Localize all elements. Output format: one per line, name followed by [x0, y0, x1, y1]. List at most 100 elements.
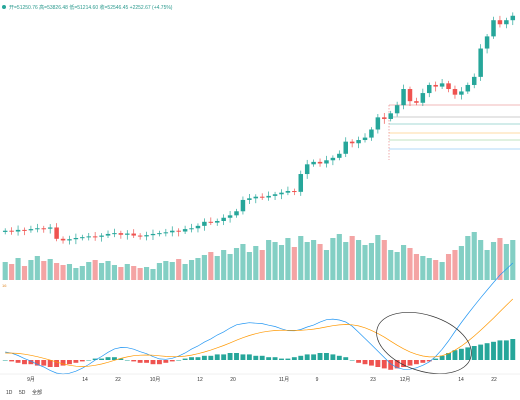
fibonacci-retracement[interactable]	[388, 104, 520, 160]
macd-histogram-bar	[163, 360, 169, 363]
volume-bar	[253, 246, 259, 280]
macd-histogram-bar	[394, 360, 400, 369]
price-candles	[2, 12, 516, 245]
candle-body	[427, 84, 432, 94]
candle-body	[60, 238, 66, 241]
macd-histogram-bar	[156, 360, 162, 365]
macd-histogram-bar	[22, 360, 27, 365]
macd-histogram-bar	[420, 360, 426, 363]
x-tick-label: 20	[230, 377, 236, 383]
macd-histogram-bar	[510, 339, 516, 360]
candle-body	[131, 233, 136, 236]
candle-body	[401, 89, 406, 106]
macd-histogram-bar	[176, 360, 182, 361]
x-tick-label: 12月	[400, 377, 411, 383]
candle-body	[125, 233, 130, 235]
candle-body	[86, 236, 91, 238]
volume-bar	[227, 254, 233, 280]
volume-bar	[66, 264, 73, 280]
candle-body	[407, 89, 413, 102]
volume-bar	[105, 261, 111, 280]
candle-body	[118, 233, 124, 235]
macd-histogram-bar	[54, 360, 60, 367]
range-button[interactable]: 5D	[19, 390, 26, 396]
volume-bar	[9, 264, 15, 280]
x-tick-label: 14	[82, 377, 88, 383]
x-tick-label: 10月	[150, 377, 161, 383]
macd-histogram-bar	[201, 355, 207, 360]
candle-body	[214, 220, 220, 223]
macd-panel-marker: 16	[2, 283, 7, 288]
candle-body	[22, 229, 27, 231]
macd-histogram-bar	[362, 360, 368, 365]
macd-histogram-bar	[124, 360, 130, 361]
volume-bar	[375, 235, 381, 280]
volume-bar	[188, 260, 195, 280]
candle-body	[330, 157, 336, 161]
candle-body	[272, 194, 278, 196]
volume-bar	[336, 234, 342, 280]
volume-bar	[21, 266, 28, 280]
volume-bar	[266, 240, 272, 280]
volume-bar	[330, 238, 336, 280]
candle-body	[170, 230, 175, 233]
candle-body	[375, 117, 381, 130]
macd-histogram-bar	[240, 354, 246, 360]
candle-body	[182, 229, 188, 232]
volume-bar	[214, 256, 220, 280]
volume-bar	[368, 243, 375, 280]
volume-bar	[465, 236, 471, 280]
volume-bar	[92, 260, 98, 280]
macd-histogram-bar	[356, 360, 362, 363]
macd-histogram-bar	[195, 357, 201, 360]
annotation-ellipse[interactable]	[369, 301, 480, 385]
volume-bar	[311, 240, 317, 280]
macd-histogram-bar	[279, 358, 284, 360]
candle-body	[157, 233, 162, 235]
candle-body	[137, 235, 143, 237]
volume-bar	[124, 264, 130, 280]
volume-bar	[381, 240, 387, 280]
macd-histogram-bar	[478, 344, 484, 360]
candle-body	[362, 137, 368, 141]
candle-body	[465, 84, 471, 92]
macd-histogram-bar	[86, 360, 92, 361]
volume-bar	[471, 232, 477, 280]
macd-histogram-bar	[169, 360, 175, 362]
macd-histogram-bar	[41, 360, 47, 366]
range-button[interactable]: 1D	[6, 390, 13, 396]
volume-bar	[388, 250, 394, 280]
candle-body	[311, 161, 316, 165]
range-button[interactable]: 全部	[32, 389, 42, 396]
macd-histogram-bar	[446, 353, 451, 360]
volume-bar	[317, 244, 323, 280]
candle-body	[67, 239, 72, 241]
macd-histogram-bar	[304, 354, 310, 360]
macd-histogram-bar	[439, 355, 445, 360]
macd-histogram-bar	[298, 355, 304, 360]
macd-histogram-bar	[413, 360, 419, 365]
candle-body	[317, 161, 323, 164]
x-tick-label: 22	[491, 377, 497, 383]
macd-histogram-bar	[214, 354, 220, 360]
macd-histogram-bar	[2, 360, 8, 361]
macd-histogram-bar	[227, 353, 233, 360]
macd-histogram-bar	[259, 355, 265, 360]
candle-body	[80, 237, 85, 239]
macd-histogram-bar	[291, 357, 297, 360]
macd-histogram-bar	[368, 360, 374, 366]
volume-bar	[413, 254, 419, 280]
macd-histogram-bar	[317, 353, 323, 360]
volume-bar	[118, 267, 124, 280]
macd-histogram-bar	[311, 354, 317, 360]
volume-bar	[452, 250, 458, 280]
macd-histogram-bar	[272, 357, 278, 360]
volume-bar	[163, 261, 169, 280]
x-tick-label: 12	[197, 377, 203, 383]
volume-bar	[233, 248, 240, 280]
macd-histogram-bar	[73, 360, 79, 363]
candle-body	[343, 141, 348, 154]
volume-bar	[400, 245, 407, 280]
volume-bar	[298, 236, 304, 280]
